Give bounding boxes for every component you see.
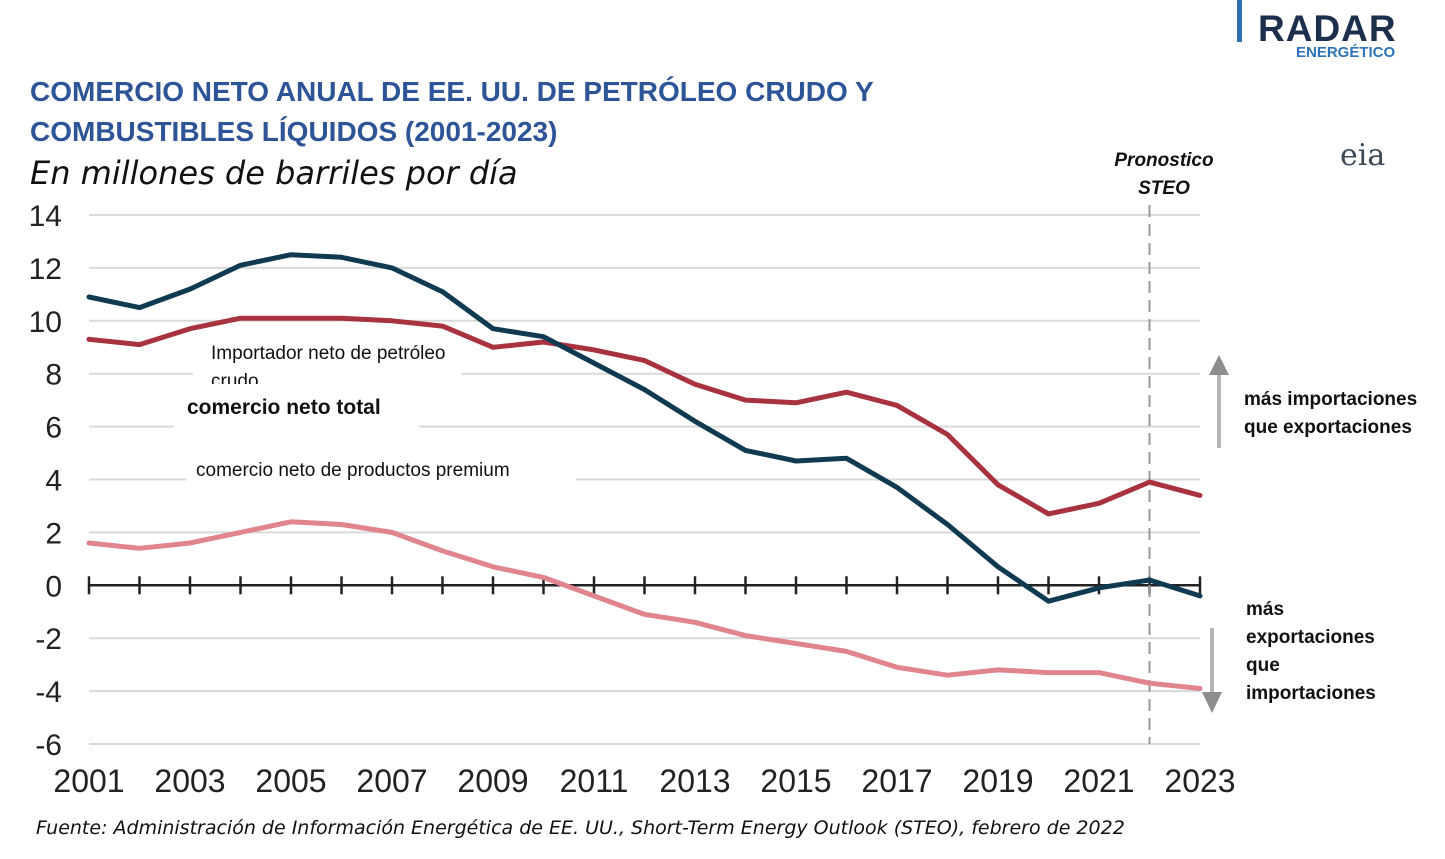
series-lines bbox=[86, 252, 1203, 691]
x-tick-label: 2021 bbox=[1063, 763, 1134, 799]
y-tick-label: 10 bbox=[29, 306, 62, 339]
chart-title: COMERCIO NETO ANUAL DE EE. UU. DE PETRÓL… bbox=[30, 76, 874, 147]
y-tick-label: 8 bbox=[45, 359, 62, 392]
x-tick-label: 2017 bbox=[861, 763, 932, 799]
arrow-down-icon bbox=[1202, 692, 1222, 713]
series-label-products: comercio neto de productos premium bbox=[186, 457, 576, 519]
series-line-crude bbox=[86, 315, 1203, 517]
y-tick-label: 0 bbox=[45, 570, 62, 603]
x-tick-label: 2003 bbox=[154, 763, 225, 799]
direction-arrows bbox=[1202, 355, 1229, 713]
y-tick-label: 12 bbox=[29, 253, 62, 286]
source-note: Fuente: Administración de Información En… bbox=[36, 817, 1125, 839]
y-tick-label: 14 bbox=[29, 200, 62, 233]
y-tick-label: -4 bbox=[35, 676, 62, 709]
x-tick-label: 2015 bbox=[760, 763, 831, 799]
y-tick-label: 2 bbox=[45, 517, 62, 550]
arrow-up-icon bbox=[1209, 355, 1229, 375]
note-more-imports: más importaciones que exportaciones bbox=[1244, 389, 1418, 438]
y-tick-label: 6 bbox=[45, 412, 62, 445]
logo-accent-bar bbox=[1237, 0, 1242, 42]
x-tick-label: 2019 bbox=[962, 763, 1033, 799]
x-tick-label: 2007 bbox=[356, 763, 427, 799]
eia-logo-icon: eia bbox=[1340, 138, 1386, 173]
note-more-exports: más exportaciones que importaciones bbox=[1246, 599, 1376, 704]
forecast-label: Pronostico STEO bbox=[1114, 150, 1214, 199]
series-line-total bbox=[86, 252, 1203, 604]
x-tick-label: 2013 bbox=[659, 763, 730, 799]
x-tick-label: 2009 bbox=[457, 763, 528, 799]
brand-logo-name: RADAR bbox=[1258, 8, 1397, 49]
series-line-products bbox=[86, 519, 1203, 691]
y-tick-label: -2 bbox=[35, 623, 62, 656]
y-tick-label: 4 bbox=[45, 465, 62, 498]
x-tick-label: 2023 bbox=[1164, 763, 1235, 799]
axes bbox=[87, 205, 1202, 744]
y-tick-label: -6 bbox=[35, 729, 62, 762]
brand-logo-subtitle: ENERGÉTICO bbox=[1296, 44, 1396, 61]
chart-subtitle: En millones de barriles por día bbox=[30, 154, 518, 192]
series-label-crude: Importador neto de petróleo crudo bbox=[193, 340, 461, 384]
x-tick-label: 2011 bbox=[560, 763, 629, 799]
x-tick-label: 2005 bbox=[255, 763, 326, 799]
x-tick-label: 2001 bbox=[53, 763, 124, 799]
series-label-total: comercio neto total bbox=[174, 394, 419, 430]
